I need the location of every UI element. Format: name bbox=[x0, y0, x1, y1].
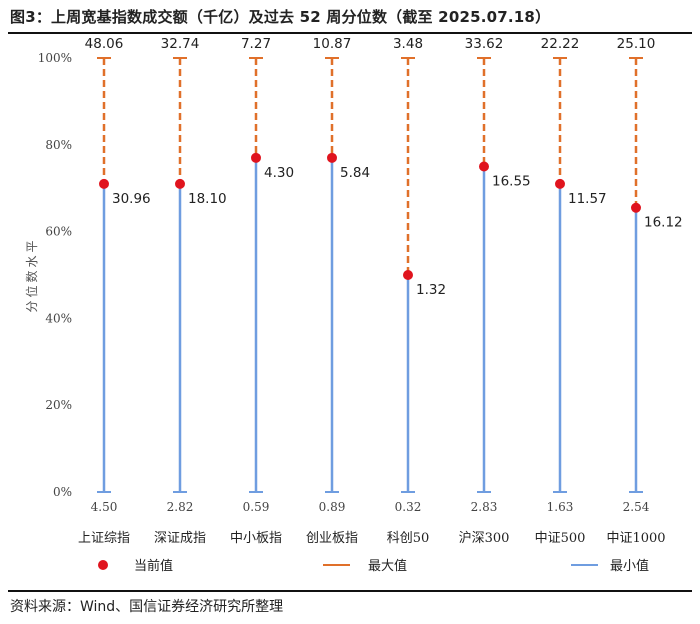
legend-max-label: 最大值 bbox=[368, 558, 407, 574]
current-point bbox=[327, 152, 337, 163]
current-value-label: 5.84 bbox=[340, 165, 370, 181]
current-value-label: 30.96 bbox=[112, 191, 151, 207]
min-value-label: 0.59 bbox=[243, 500, 270, 514]
min-value-label: 0.32 bbox=[395, 500, 422, 514]
max-value-label: 10.87 bbox=[313, 36, 352, 52]
max-value-label: 25.10 bbox=[617, 36, 656, 52]
x-category-label: 上证综指 bbox=[78, 531, 130, 546]
legend-current-marker bbox=[98, 560, 108, 570]
y-axis: 0% 20% 40% 60% 80% 100% bbox=[38, 51, 72, 499]
current-value-label: 11.57 bbox=[568, 191, 607, 207]
current-value-label: 16.12 bbox=[644, 215, 683, 231]
y-tick-label: 60% bbox=[45, 225, 72, 239]
y-tick-label: 40% bbox=[45, 311, 72, 325]
min-value-label: 0.89 bbox=[319, 500, 346, 514]
x-category-label: 沪深300 bbox=[459, 530, 510, 546]
x-category-label: 深证成指 bbox=[154, 531, 206, 546]
max-value-label: 33.62 bbox=[465, 36, 504, 52]
x-category-label: 创业板指 bbox=[306, 531, 358, 546]
current-value-label: 18.10 bbox=[188, 191, 227, 207]
y-tick-label: 80% bbox=[45, 138, 72, 152]
min-value-label: 2.83 bbox=[471, 500, 498, 514]
bottom-rule bbox=[8, 590, 692, 592]
y-tick-label: 0% bbox=[53, 485, 72, 499]
x-category-label: 中证500 bbox=[535, 531, 586, 546]
current-point bbox=[99, 178, 109, 189]
legend-current-label: 当前值 bbox=[134, 558, 173, 574]
current-point bbox=[403, 270, 413, 280]
top-rule bbox=[8, 32, 692, 34]
max-value-label: 48.06 bbox=[85, 36, 124, 52]
plot-area: 48.06 30.96 4.50 上证综指 32.74 18.10 2.82 深证成指 7.27… bbox=[78, 36, 683, 546]
y-tick-label: 100% bbox=[38, 51, 72, 65]
chart-title: 图3：上周宽基指数成交额（千亿）及过去 52 周分位数（截至 2025.07.1… bbox=[10, 8, 551, 26]
current-point bbox=[479, 161, 489, 172]
y-axis-label: 分位数水平 bbox=[24, 237, 39, 312]
x-category-label: 中证1000 bbox=[606, 531, 665, 546]
legend-min-label: 最小值 bbox=[610, 558, 649, 574]
x-category-label: 中小板指 bbox=[230, 531, 282, 546]
current-value-label: 1.32 bbox=[416, 282, 446, 298]
x-category-label: 科创50 bbox=[387, 531, 430, 546]
max-value-label: 22.22 bbox=[541, 36, 580, 52]
current-value-label: 16.55 bbox=[492, 174, 531, 190]
min-value-label: 4.50 bbox=[91, 500, 118, 514]
max-value-label: 3.48 bbox=[393, 36, 423, 52]
legend: 当前值 最大值 最小值 bbox=[98, 558, 649, 574]
current-point bbox=[555, 178, 565, 189]
current-point bbox=[251, 152, 261, 163]
current-point bbox=[631, 202, 641, 213]
y-tick-label: 20% bbox=[45, 398, 72, 412]
current-value-label: 4.30 bbox=[264, 165, 294, 181]
min-value-label: 2.54 bbox=[623, 500, 650, 514]
max-value-label: 7.27 bbox=[241, 36, 271, 52]
min-value-label: 2.82 bbox=[167, 500, 194, 514]
source-note: 资料来源：Wind、国信证券经济研究所整理 bbox=[10, 599, 284, 615]
current-point bbox=[175, 178, 185, 189]
min-value-label: 1.63 bbox=[547, 500, 574, 514]
max-value-label: 32.74 bbox=[161, 36, 200, 52]
